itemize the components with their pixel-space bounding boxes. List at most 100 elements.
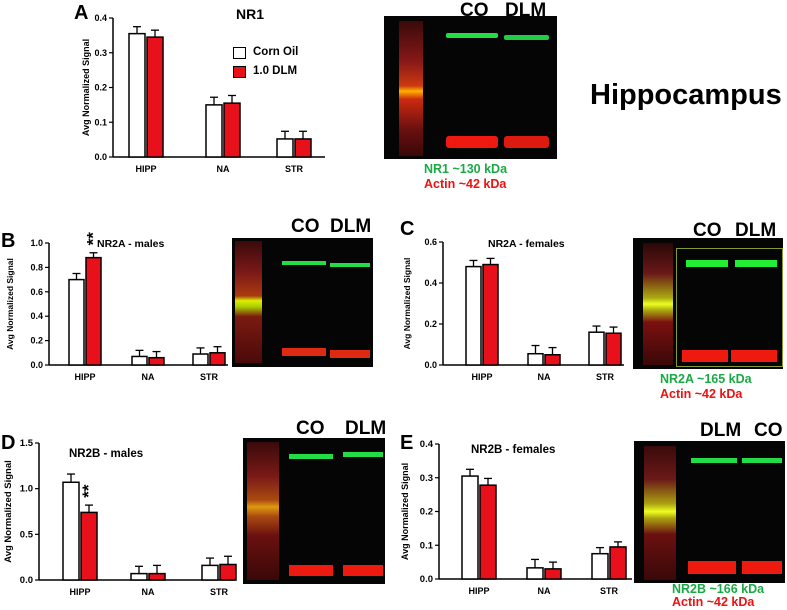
x-tick-label: HIPP bbox=[471, 372, 492, 382]
y-axis-label: Avg Normalized Signal bbox=[5, 258, 15, 350]
x-tick-label: NA bbox=[217, 164, 230, 174]
y-tick-label: 0.6 bbox=[30, 287, 43, 297]
y-tick-label: 0.2 bbox=[424, 319, 437, 329]
bar-corn-oil bbox=[62, 481, 80, 581]
blot-e-caption-green: NR2B ~166 kDa bbox=[672, 582, 765, 596]
y-tick-label: 0.0 bbox=[420, 574, 433, 585]
y-tick-label: 0.8 bbox=[30, 262, 43, 272]
chart-nr2b-females: 0.0 0.1 0.2 0.3 0.4 Avg Normalized Signal NR2B… bbox=[400, 439, 632, 596]
panel-letter-e: E bbox=[400, 432, 414, 454]
bar-corn-oil bbox=[588, 331, 605, 366]
bar-dlm bbox=[479, 484, 497, 580]
blot-c-caption-green: NR2A ~165 kDa bbox=[660, 372, 752, 386]
y-tick-label: 1.0 bbox=[20, 484, 33, 495]
bar-corn-oil bbox=[130, 572, 148, 581]
x-tick-label: STR bbox=[200, 372, 219, 382]
blot-image-nr1 bbox=[384, 16, 557, 159]
chart-nr1: 0.0 0.1 0.2 0.3 0.4 Avg Normalized Signal NR1 H… bbox=[81, 6, 325, 174]
blot-e-label-dlm: DLM bbox=[700, 420, 742, 441]
y-axis-label: Avg Normalized Signal bbox=[3, 460, 14, 563]
blot-image-nr2a-females bbox=[633, 238, 783, 369]
x-tick-label: NA bbox=[538, 586, 551, 596]
chart-title: NR2B - males bbox=[69, 448, 143, 460]
blot-b-label-dlm: DLM bbox=[330, 216, 372, 237]
legend: Corn Oil 1.0 DLM bbox=[233, 46, 343, 82]
blot-a-label-co: CO bbox=[460, 0, 489, 21]
bar-dlm bbox=[219, 563, 237, 581]
y-tick-label: 0.4 bbox=[94, 13, 107, 23]
bar-corn-oil bbox=[465, 265, 482, 366]
chart-title: NR2A - males bbox=[97, 238, 164, 250]
bar-corn-oil bbox=[201, 564, 219, 581]
y-tick-label: 0.6 bbox=[424, 237, 437, 247]
chart-nr2a-males: 0.0 0.2 0.4 0.6 0.8 1.0 Avg Normalized Signal N… bbox=[5, 232, 228, 382]
y-tick-label: 0.0 bbox=[20, 575, 33, 586]
bar-dlm bbox=[80, 511, 98, 581]
bar-corn-oil bbox=[526, 567, 544, 580]
y-tick-label: 1.5 bbox=[20, 438, 34, 449]
x-tick-label: HIPP bbox=[74, 372, 95, 382]
y-tick-label: 0.5 bbox=[20, 529, 34, 540]
blot-c-label-co: CO bbox=[693, 220, 722, 241]
blot-e-label-co: CO bbox=[754, 420, 783, 441]
bar-corn-oil bbox=[591, 552, 609, 580]
blot-d-label-dlm: DLM bbox=[345, 418, 387, 439]
blot-a-caption-green: NR1 ~130 kDa bbox=[424, 162, 508, 176]
chart-title: NR2A - females bbox=[488, 238, 565, 250]
bar-corn-oil bbox=[205, 104, 223, 158]
significance-mark: ** bbox=[79, 484, 98, 498]
legend-swatch-dlm bbox=[233, 66, 246, 78]
bar-corn-oil bbox=[68, 278, 85, 366]
y-tick-label: 0.1 bbox=[420, 540, 434, 551]
region-label: Hippocampus bbox=[590, 79, 782, 111]
x-tick-label: NA bbox=[142, 372, 155, 382]
bar-corn-oil bbox=[276, 138, 294, 158]
bar-dlm bbox=[544, 568, 562, 580]
y-tick-label: 0.2 bbox=[94, 83, 107, 93]
bar-dlm bbox=[223, 102, 241, 158]
legend-swatch-corn-oil bbox=[233, 47, 246, 59]
panel-letter-d: D bbox=[1, 432, 16, 454]
bar-corn-oil bbox=[461, 475, 479, 580]
x-tick-label: HIPP bbox=[69, 587, 90, 597]
blot-a-label-dlm: DLM bbox=[505, 0, 547, 21]
chart-title: NR1 bbox=[236, 6, 264, 22]
bar-dlm bbox=[85, 256, 102, 366]
blot-d-label-co: CO bbox=[296, 418, 325, 439]
y-tick-label: 0.0 bbox=[94, 152, 107, 162]
panel-letter-a: A bbox=[74, 2, 89, 24]
significance-mark: ** bbox=[84, 232, 103, 246]
blot-e-caption-red: Actin ~42 kDa bbox=[672, 595, 755, 609]
y-tick-label: 1.0 bbox=[30, 238, 43, 248]
bar-corn-oil bbox=[527, 352, 544, 366]
blot-a-caption-red: Actin ~42 kDa bbox=[424, 177, 507, 191]
y-tick-label: 0.0 bbox=[424, 360, 437, 370]
x-tick-label: STR bbox=[596, 372, 615, 382]
y-axis-label: Avg Normalized Signal bbox=[400, 463, 410, 560]
legend-label-dlm: 1.0 DLM bbox=[253, 65, 298, 77]
x-tick-label: STR bbox=[600, 586, 619, 596]
chart-nr2a-females: 0.0 0.2 0.4 0.6 Avg Normalized Signal NR2A - … bbox=[402, 237, 624, 382]
y-tick-label: 0.4 bbox=[30, 311, 43, 321]
bar-dlm bbox=[609, 546, 627, 580]
y-tick-label: 0.0 bbox=[30, 360, 43, 370]
chart-nr2b-males: 0.0 0.5 1.0 1.5 Avg Normalized Signal NR2B - … bbox=[3, 438, 237, 597]
bar-dlm bbox=[148, 356, 165, 366]
y-tick-label: 0.4 bbox=[424, 278, 437, 288]
y-tick-label: 0.3 bbox=[94, 48, 107, 58]
panel-letter-c: C bbox=[400, 218, 415, 240]
bar-dlm bbox=[482, 263, 499, 366]
blot-b-label-co: CO bbox=[291, 216, 320, 237]
bar-dlm bbox=[148, 572, 166, 581]
bar-corn-oil bbox=[192, 353, 209, 366]
bar-corn-oil bbox=[131, 355, 148, 366]
x-tick-label: NA bbox=[142, 587, 155, 597]
x-tick-label: STR bbox=[210, 587, 229, 597]
blot-image-nr2a-males bbox=[232, 238, 373, 367]
bar-dlm bbox=[209, 352, 226, 366]
blot-c-label-dlm: DLM bbox=[735, 220, 777, 241]
x-tick-label: HIPP bbox=[135, 164, 156, 174]
chart-title: NR2B - females bbox=[471, 444, 555, 456]
y-tick-label: 0.2 bbox=[30, 336, 43, 346]
y-tick-label: 0.1 bbox=[94, 117, 107, 127]
